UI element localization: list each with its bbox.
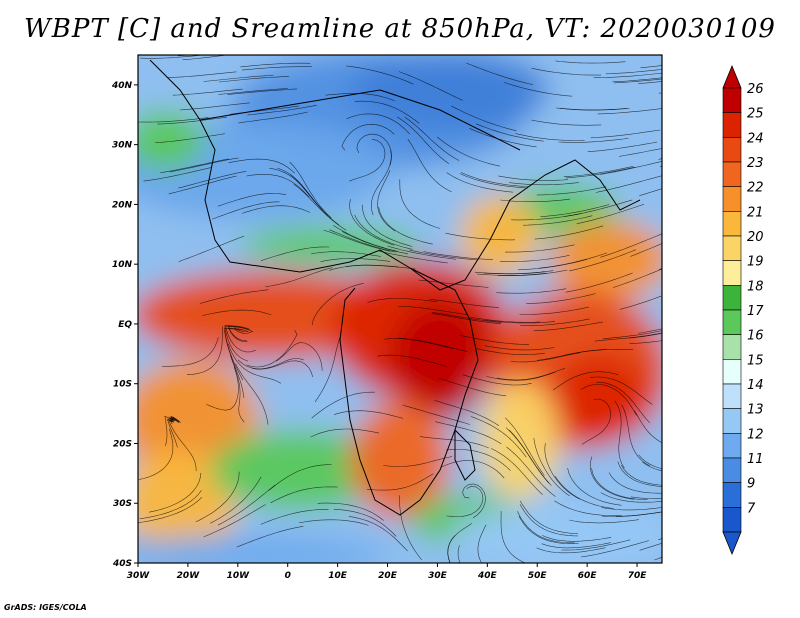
- colorbar-swatch: [722, 309, 742, 335]
- lat-tick-label: 30S: [113, 499, 132, 509]
- lat-tick-label: 10S: [113, 380, 132, 390]
- colorbar-label: 9: [747, 477, 755, 492]
- coastlines: [149, 59, 641, 516]
- colorbar-label: 22: [747, 181, 764, 196]
- lat-tick-label: 10N: [112, 260, 133, 270]
- colorbar-swatch: [722, 359, 742, 385]
- colorbar-bottom-arrow: [722, 531, 742, 556]
- colorbar-swatch: [722, 235, 742, 261]
- colorbar-label: 26: [747, 82, 764, 97]
- colorbar: 26 25 24 23 22 21 20 19 18 17 16 15 14 13 12 11 9 7: [722, 64, 764, 556]
- lon-tick-label: 0: [285, 571, 291, 581]
- lat-tick-label: 20N: [112, 200, 133, 210]
- streamlines: [138, 55, 662, 563]
- colorbar-top-arrow: [722, 64, 742, 89]
- lon-tick-label: 10W: [227, 571, 251, 581]
- colorbar-swatch: [722, 457, 742, 483]
- colorbar-label: 18: [747, 279, 764, 294]
- colorbar-swatch: [722, 186, 742, 212]
- lat-tick-label: 40S: [112, 559, 132, 569]
- colorbar-swatch: [722, 112, 742, 138]
- colorbar-label: 25: [747, 107, 764, 122]
- colorbar-label: 24: [747, 131, 764, 146]
- colorbar-swatch: [722, 285, 742, 311]
- wbpt-field: [138, 55, 662, 563]
- lon-tick-label: 40E: [477, 571, 498, 581]
- colorbar-label: 12: [747, 427, 764, 442]
- colorbar-swatch: [722, 433, 742, 459]
- colorbar-label: 19: [747, 255, 764, 270]
- colorbar-label: 16: [747, 329, 764, 344]
- colorbar-label: 7: [747, 501, 756, 516]
- lat-tick-label: EQ: [118, 320, 132, 330]
- lon-tick-label: 10E: [328, 571, 348, 581]
- footer-credit: GrADS: IGES/COLA: [4, 603, 87, 612]
- latitude-axis: 40N 30N 20N 10N EQ 10S 20S 30S 40S: [111, 81, 138, 569]
- lat-tick-label: 30N: [112, 141, 133, 151]
- lon-tick-label: 50E: [528, 571, 548, 581]
- lon-tick-label: 60E: [578, 571, 598, 581]
- colorbar-swatch: [722, 137, 742, 163]
- lon-tick-label: 30W: [127, 571, 151, 581]
- lon-tick-label: 70E: [628, 571, 648, 581]
- colorbar-label: 23: [747, 156, 764, 171]
- colorbar-swatch: [722, 161, 742, 187]
- colorbar-swatch: [722, 87, 742, 113]
- colorbar-swatch: [722, 507, 742, 533]
- colorbar-label: 13: [747, 403, 764, 418]
- page-title: WBPT [C] and Sreamline at 850hPa, VT: 20…: [24, 14, 776, 44]
- colorbar-swatch: [722, 211, 742, 237]
- colorbar-label: 14: [747, 378, 764, 393]
- lon-tick-label: 30E: [428, 571, 448, 581]
- lon-tick-label: 20W: [177, 571, 201, 581]
- lat-tick-label: 20S: [113, 439, 132, 449]
- colorbar-label: 11: [747, 452, 764, 467]
- colorbar-swatch: [722, 260, 742, 286]
- longitude-axis: 30W 20W 10W 0 10E 20E 30E 40E 50E 60E 70E: [127, 563, 647, 581]
- colorbar-swatch: [722, 383, 742, 409]
- colorbar-swatch: [722, 334, 742, 360]
- lat-tick-label: 40N: [111, 81, 133, 91]
- colorbar-swatch: [722, 408, 742, 434]
- colorbar-label: 20: [747, 230, 764, 245]
- lon-tick-label: 20E: [378, 571, 398, 581]
- colorbar-label: 15: [747, 353, 764, 368]
- plot-frame: [137, 54, 663, 564]
- colorbar-swatch: [722, 482, 742, 508]
- colorbar-label: 17: [747, 304, 764, 319]
- colorbar-label: 21: [747, 205, 764, 220]
